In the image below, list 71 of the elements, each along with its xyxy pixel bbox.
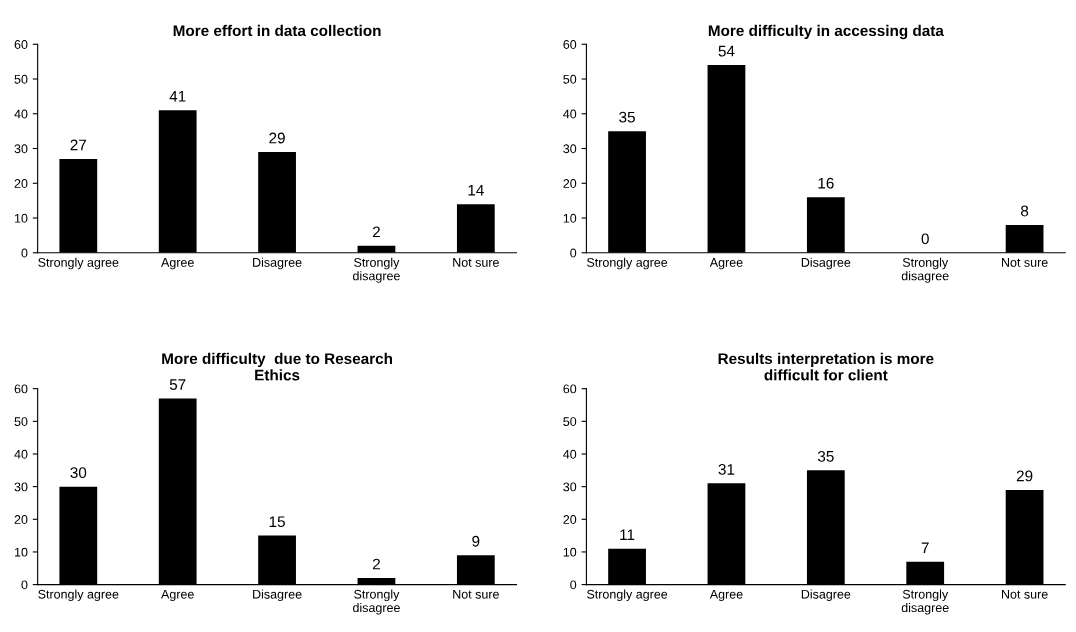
y-tick-label: 30 xyxy=(563,482,577,492)
y-tick-label: 20 xyxy=(14,179,28,188)
y-tick-label: 60 xyxy=(563,384,577,394)
x-tick-label: Not sure xyxy=(1002,589,1048,599)
y-tick-label: 10 xyxy=(14,547,28,557)
y-tick-label: 30 xyxy=(563,144,577,154)
y-tick-label: 30 xyxy=(14,144,28,154)
x-tick-label: Agree xyxy=(161,589,194,602)
data-label: 57 xyxy=(169,379,186,390)
y-tick-label: 50 xyxy=(563,74,577,84)
chart-title: More effort in data collection xyxy=(173,24,381,37)
chart-title: Results interpretation is more difficult for client xyxy=(718,352,934,381)
y-tick-label: 60 xyxy=(14,384,28,394)
x-tick-label: Disagree xyxy=(801,589,851,602)
y-tick-label: 20 xyxy=(563,515,577,524)
data-label: 35 xyxy=(619,111,635,123)
y-tick-label: 0 xyxy=(570,248,577,258)
x-tick-label: Not sure xyxy=(453,589,499,599)
y-tick-label: 60 xyxy=(14,40,28,49)
x-tick-label: Not sure xyxy=(453,258,499,267)
y-tick-label: 50 xyxy=(14,74,28,84)
y-tick-label: 20 xyxy=(14,515,28,524)
y-tick-label: 50 xyxy=(563,417,577,426)
data-label: 9 xyxy=(472,535,480,547)
y-tick-label: 50 xyxy=(14,417,28,426)
data-label: 2 xyxy=(372,558,380,570)
y-tick-label: 10 xyxy=(563,547,577,557)
x-tick-label: Strongly agree xyxy=(586,257,668,270)
y-tick-label: 40 xyxy=(563,449,577,459)
x-tick-label: Agree xyxy=(709,258,743,270)
x-tick-label: Strongly disagree xyxy=(353,589,400,615)
x-tick-label: Agree xyxy=(709,589,743,602)
y-tick-label: 10 xyxy=(563,213,577,223)
y-tick-label: 20 xyxy=(563,179,577,188)
x-tick-label: Strongly disagree xyxy=(901,589,949,615)
chart-title: More difficulty in accessing data xyxy=(708,24,944,40)
x-tick-label: Strongly agree xyxy=(38,257,119,270)
data-label: 14 xyxy=(468,184,484,196)
y-tick-label: 30 xyxy=(14,482,28,492)
y-tick-label: 0 xyxy=(21,580,28,590)
x-tick-label: Strongly disagree xyxy=(901,257,949,283)
data-label: 30 xyxy=(70,467,87,479)
x-tick-label: Disagree xyxy=(253,589,302,602)
x-tick-label: Disagree xyxy=(253,257,302,270)
y-tick-label: 40 xyxy=(14,449,28,459)
x-tick-label: Strongly agree xyxy=(586,589,668,602)
data-label: 41 xyxy=(169,91,186,102)
data-label: 54 xyxy=(718,45,735,57)
data-label: 7 xyxy=(921,542,929,554)
data-label: 35 xyxy=(817,450,834,462)
data-label: 11 xyxy=(620,529,635,540)
x-tick-label: Strongly agree xyxy=(38,589,119,602)
y-tick-label: 0 xyxy=(570,580,577,590)
y-tick-label: 0 xyxy=(21,248,28,258)
x-tick-label: Not sure xyxy=(1002,258,1048,267)
y-tick-label: 40 xyxy=(563,109,577,119)
x-tick-label: Agree xyxy=(161,258,194,270)
data-label: 0 xyxy=(921,233,929,245)
data-label: 15 xyxy=(269,516,285,528)
y-tick-label: 40 xyxy=(14,109,28,119)
data-label: 29 xyxy=(269,132,285,144)
x-tick-label: Disagree xyxy=(801,257,851,270)
data-label: 16 xyxy=(818,177,834,189)
y-tick-label: 10 xyxy=(14,213,28,223)
y-tick-label: 60 xyxy=(563,40,577,49)
data-label: 2 xyxy=(372,226,380,238)
data-label: 29 xyxy=(1016,470,1033,482)
x-tick-label: Strongly disagree xyxy=(353,257,400,283)
data-label: 31 xyxy=(718,463,735,475)
data-label: 8 xyxy=(1021,205,1029,217)
data-label: 27 xyxy=(70,139,87,151)
